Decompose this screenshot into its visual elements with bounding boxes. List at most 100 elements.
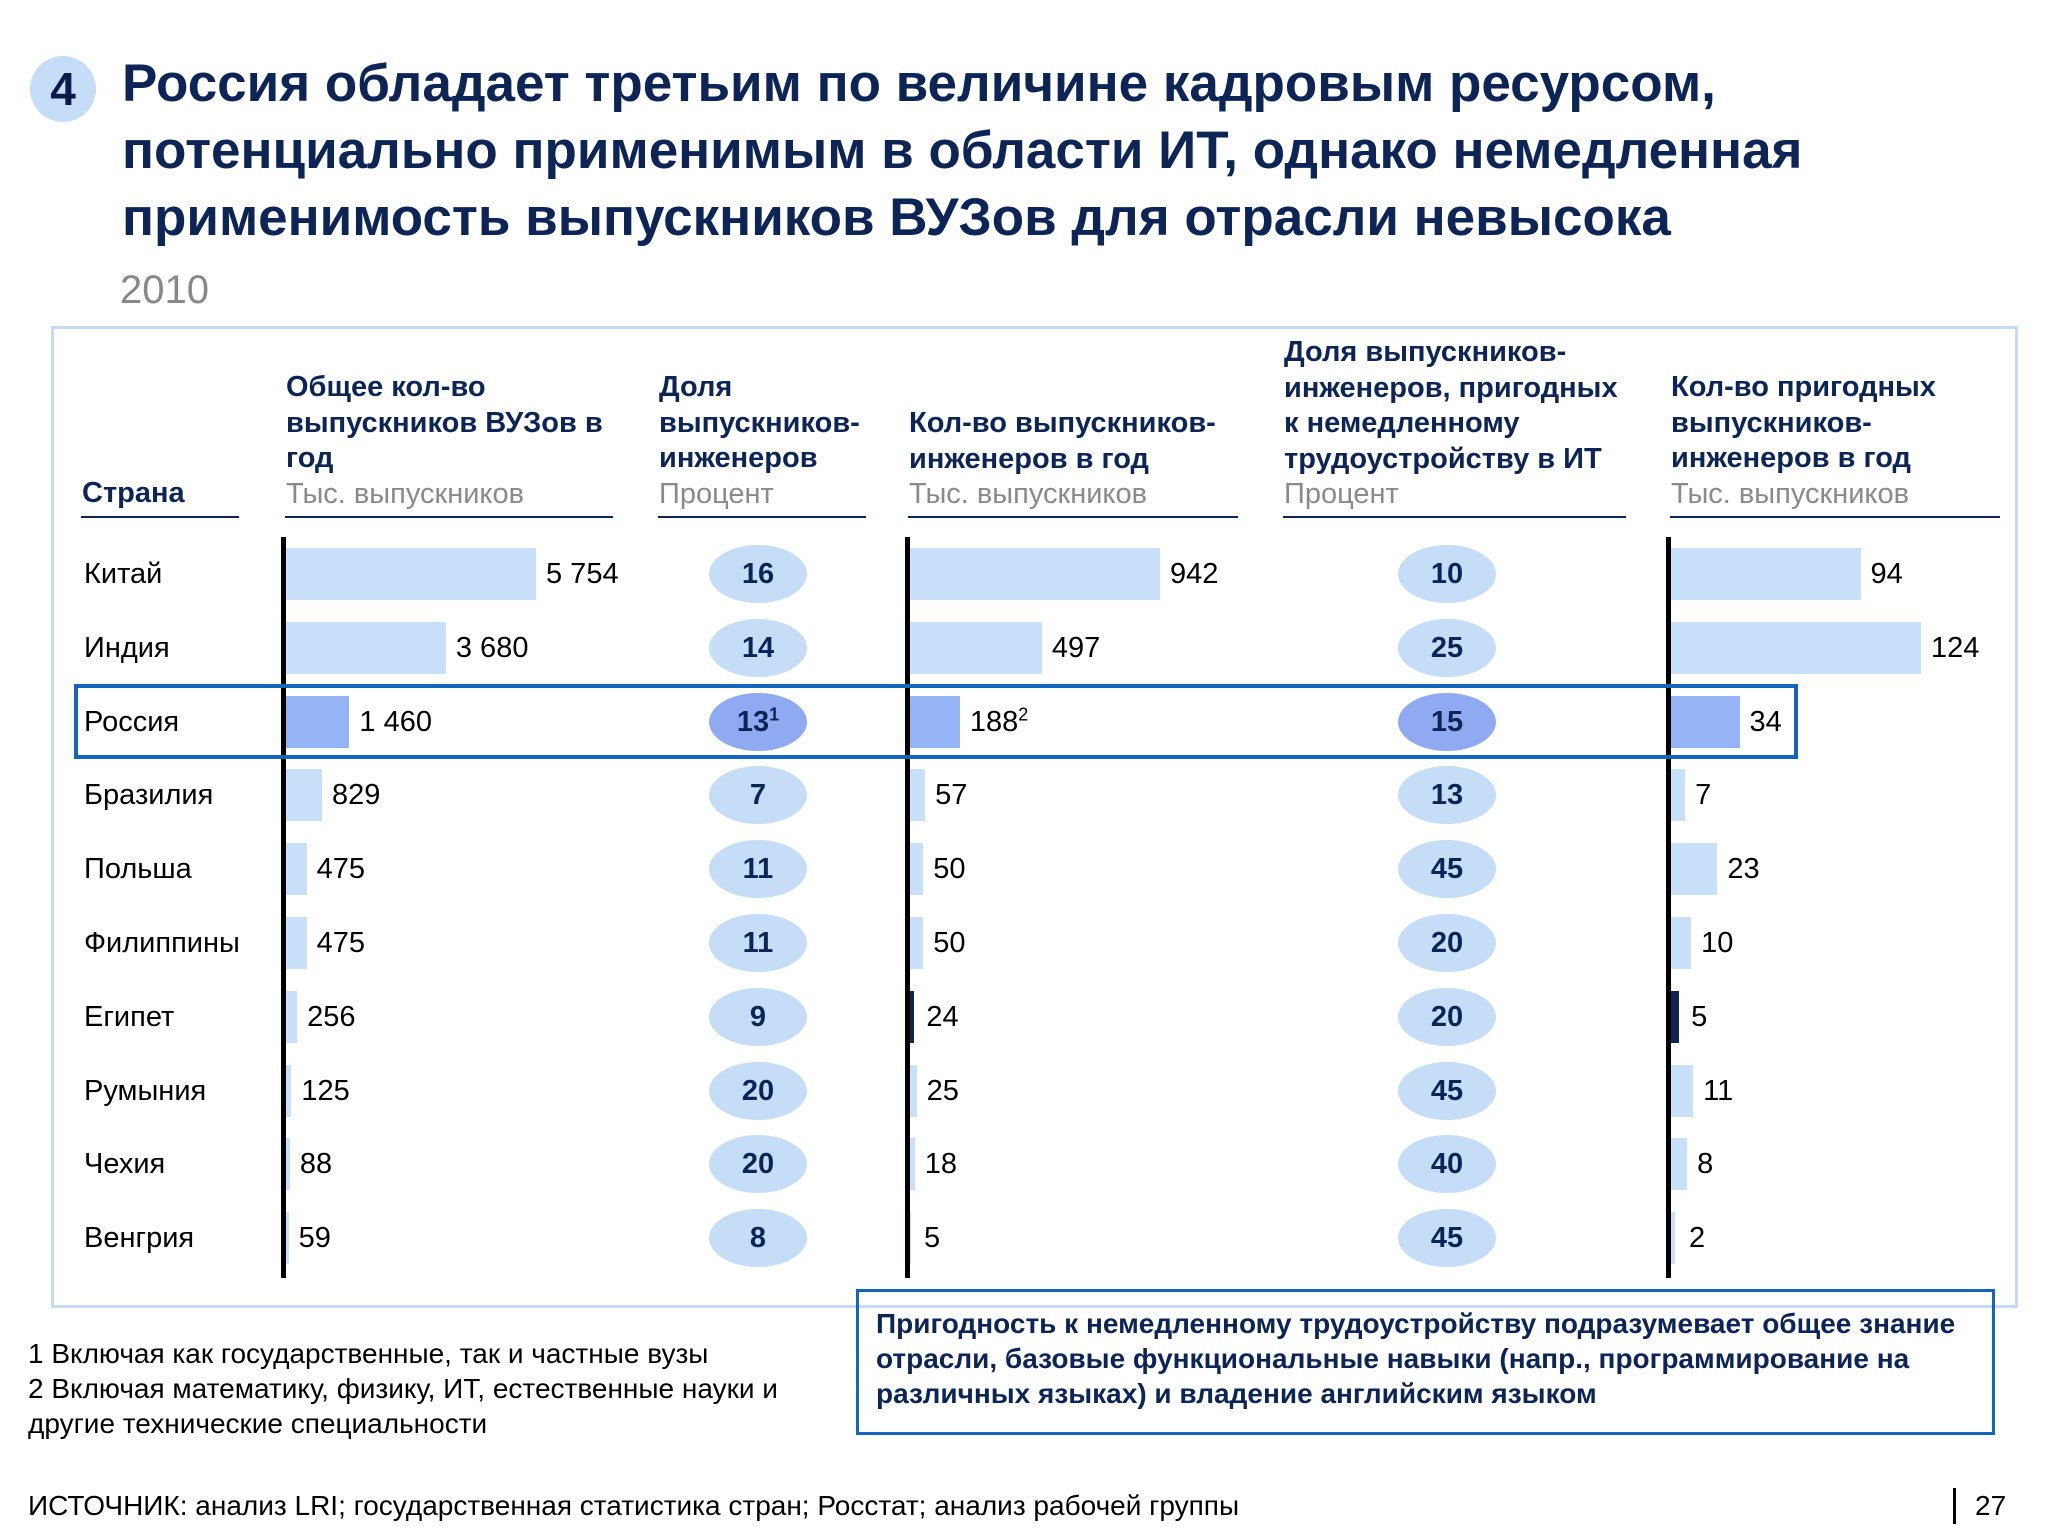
- value-ready: 94: [1870, 558, 1903, 590]
- value-graduates: 256: [307, 1000, 356, 1033]
- value-graduates: 125: [301, 1074, 350, 1107]
- bar-ready: [1671, 769, 1686, 822]
- pill-ready-share: 13: [1398, 766, 1496, 825]
- bar-ready: [1671, 1064, 1694, 1117]
- callout-text: Пригодность к немедленному трудоустройст…: [876, 1308, 1956, 1409]
- value-engineers: 942: [1170, 558, 1219, 590]
- footnote-2: 2 Включая математику, физику, ИТ, естест…: [28, 1373, 778, 1439]
- bar-ready: [1671, 1138, 1688, 1191]
- header-ready-share-label: Доля выпускников-инженеров, пригодных к …: [1284, 336, 1618, 475]
- pill-eng-share: 7: [709, 766, 807, 825]
- header-eng-share: Доля выпускников-инженеров Процент: [659, 370, 899, 512]
- pill-eng-share: 8: [709, 1209, 807, 1268]
- bar-graduates: [286, 917, 307, 969]
- pill-ready-share: 45: [1398, 840, 1496, 899]
- value-graduates: 475: [316, 927, 366, 959]
- bar-ready: [1671, 621, 1921, 674]
- pill-eng-share: 16: [709, 545, 807, 603]
- value-ready: 11: [1703, 1074, 1734, 1107]
- bar-engineers: [910, 917, 924, 969]
- header-ready-unit: Тыс. выпускников: [1671, 477, 1909, 510]
- country-label: Египет: [84, 1000, 175, 1033]
- header-graduates-unit: Тыс. выпускников: [286, 477, 524, 510]
- header-ready-share-unit: Процент: [1284, 478, 1399, 510]
- pill-ready-share: 15: [1398, 692, 1496, 751]
- callout-box: Пригодность к немедленному трудоустройст…: [856, 1289, 1995, 1435]
- value-engineers: 18: [924, 1148, 958, 1181]
- header-underline-ready-share: [1283, 516, 1626, 518]
- axis-ready: [1666, 537, 1671, 1278]
- value-ready: 5: [1691, 1000, 1708, 1033]
- value-engineers: 50: [933, 853, 966, 886]
- pill-ready-share: 10: [1398, 545, 1496, 603]
- country-label: Польша: [84, 853, 192, 886]
- header-underline-graduates: [285, 516, 613, 518]
- value-graduates: 5 754: [546, 558, 619, 590]
- pill-ready-share: 20: [1398, 914, 1496, 972]
- bar-graduates: [286, 769, 323, 822]
- country-label: Россия: [84, 705, 180, 738]
- value-ready: 8: [1697, 1148, 1714, 1181]
- value-graduates: 829: [332, 779, 381, 812]
- pill-eng-share: 11: [709, 914, 807, 972]
- bar-engineers: [910, 1138, 915, 1191]
- header-ready: Кол-во пригодных выпускников-инженеров в…: [1671, 370, 2001, 512]
- header-underline-engineers: [908, 516, 1238, 518]
- country-label: Филиппины: [84, 927, 240, 959]
- value-ready: 10: [1701, 927, 1734, 959]
- bar-ready: [1671, 990, 1679, 1043]
- bar-graduates: [286, 621, 446, 674]
- source-note: ИСТОЧНИК: анализ LRI; государственная ст…: [28, 1490, 1240, 1521]
- country-label: Индия: [84, 631, 170, 664]
- bar-engineers: [910, 695, 960, 748]
- header-underline-eng-share: [658, 516, 866, 518]
- page-number: 27: [1975, 1490, 2007, 1521]
- header-engineers: Кол-во выпускников-инженеров в год Тыс. …: [909, 406, 1249, 513]
- pill-eng-share: 14: [709, 618, 807, 677]
- value-ready: 34: [1749, 705, 1782, 738]
- value-ready: 23: [1727, 853, 1760, 886]
- header-ready-label: Кол-во пригодных выпускников-инженеров в…: [1671, 371, 1936, 474]
- bar-graduates: [286, 843, 307, 896]
- bar-ready: [1671, 548, 1861, 600]
- header-underline-country: [81, 516, 239, 518]
- pill-ready-share: 45: [1398, 1061, 1496, 1120]
- page-divider: [1953, 1488, 1956, 1524]
- bar-graduates: [286, 1064, 292, 1117]
- bar-graduates: [286, 695, 350, 748]
- section-number-badge: 4: [30, 56, 96, 122]
- pill-ready-share: 40: [1398, 1135, 1496, 1194]
- bar-engineers: [910, 990, 914, 1043]
- header-engineers-unit: Тыс. выпускников: [909, 478, 1147, 510]
- bar-engineers: [910, 1212, 912, 1265]
- year-subtitle: 2010: [120, 268, 209, 312]
- bar-graduates: [286, 1138, 290, 1191]
- bar-graduates: [286, 548, 536, 600]
- table-frame: [51, 326, 2018, 1308]
- pill-eng-share: 9: [709, 987, 807, 1046]
- value-engineers: 25: [926, 1074, 959, 1107]
- header-country: Страна: [82, 477, 185, 509]
- header-ready-share: Доля выпускников-инженеров, пригодных к …: [1284, 335, 1634, 513]
- axis-graduates: [281, 537, 286, 1278]
- pill-eng-share: 11: [709, 840, 807, 899]
- value-graduates: 3 680: [455, 631, 529, 664]
- value-engineers: 1882: [969, 703, 1029, 738]
- pill-eng-share: 20: [709, 1061, 807, 1120]
- value-graduates: 475: [316, 853, 366, 886]
- bar-ready: [1671, 1212, 1676, 1265]
- value-ready: 124: [1931, 631, 1980, 664]
- bar-ready: [1671, 695, 1740, 748]
- value-engineers: 5: [924, 1222, 941, 1255]
- axis-engineers: [905, 537, 910, 1278]
- value-ready: 7: [1695, 779, 1712, 812]
- header-engineers-label: Кол-во выпускников-инженеров в год: [909, 407, 1216, 475]
- country-label: Чехия: [84, 1148, 166, 1181]
- bar-ready: [1671, 843, 1718, 896]
- header-eng-share-label: Доля выпускников-инженеров: [659, 371, 860, 474]
- header-graduates-label: Общее кол-во выпускников ВУЗов в год: [286, 371, 603, 474]
- value-graduates: 59: [298, 1222, 331, 1255]
- header-graduates: Общее кол-во выпускников ВУЗов в год Тыс…: [286, 370, 626, 512]
- country-label: Румыния: [84, 1074, 207, 1107]
- footnote-1: 1 Включая как государственные, так и час…: [28, 1338, 709, 1369]
